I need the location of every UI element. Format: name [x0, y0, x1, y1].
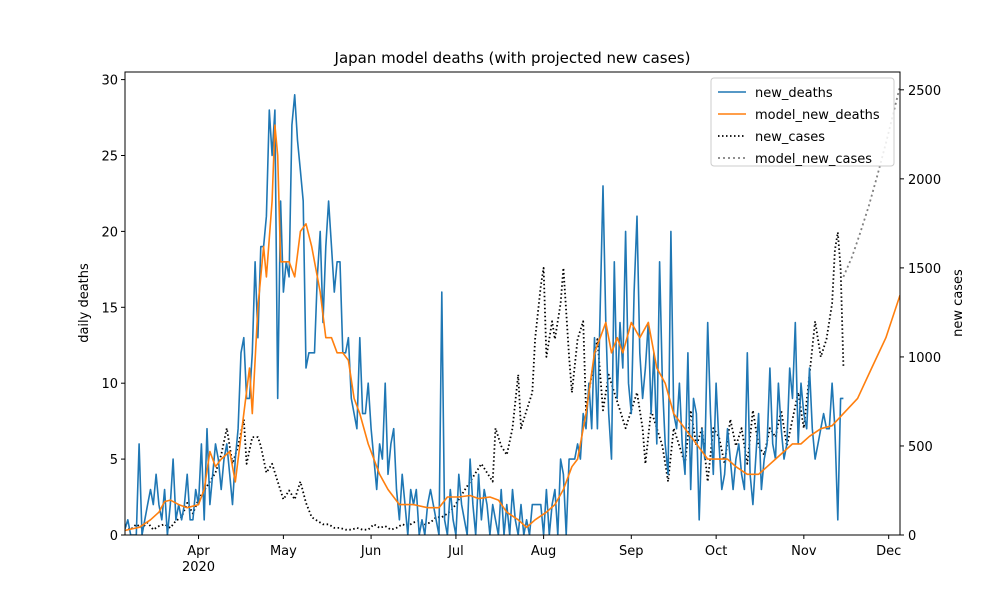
x-tick-label: Dec	[876, 544, 901, 559]
chart-title: Japan model deaths (with projected new c…	[334, 49, 691, 67]
series-line-new-deaths	[125, 94, 844, 535]
legend-label: model_new_deaths	[755, 108, 880, 123]
x-tick-label: Aug	[531, 544, 556, 559]
y-tick-label: 30	[101, 74, 118, 89]
y-tick-label: 20	[101, 225, 118, 240]
x-tick-label: Oct	[705, 544, 727, 559]
y-tick-label: 0	[110, 529, 118, 544]
y2-tick-label: 1000	[908, 351, 941, 366]
legend-label: new_cases	[755, 130, 825, 145]
x-tick-label: Sep	[619, 544, 644, 559]
y2-tick-label: 500	[908, 440, 933, 455]
y2-tick-label: 2000	[908, 173, 941, 188]
y-tick-label: 10	[101, 377, 118, 392]
x-tick-label: Apr	[187, 544, 210, 559]
y2-tick-label: 2500	[908, 84, 941, 99]
y-axis-label: daily deaths	[77, 263, 92, 343]
y-tick-label: 15	[101, 301, 118, 316]
y2-tick-label: 0	[908, 529, 916, 544]
x-tick-label: Jul	[447, 544, 464, 559]
series-line-model-new-deaths	[125, 124, 900, 532]
x-tick-label: Jun	[360, 544, 381, 559]
legend-label: new_deaths	[755, 86, 833, 101]
series-line-model-new-cases	[842, 85, 900, 278]
legend-box	[710, 77, 895, 167]
legend: new_deaths model_new_deaths new_casesmodel…	[710, 77, 895, 167]
y2-tick-label: 1500	[908, 262, 941, 277]
y-tick-label: 5	[110, 453, 118, 468]
x-tick-label: May	[270, 544, 297, 559]
legend-label: model_new_cases	[755, 152, 872, 167]
x-tick-year-label: 2020	[182, 560, 215, 575]
y-tick-label: 25	[101, 149, 118, 164]
y2-axis-label: new cases	[951, 269, 966, 337]
x-tick-label: Nov	[791, 544, 817, 559]
plot-frame	[124, 71, 901, 536]
